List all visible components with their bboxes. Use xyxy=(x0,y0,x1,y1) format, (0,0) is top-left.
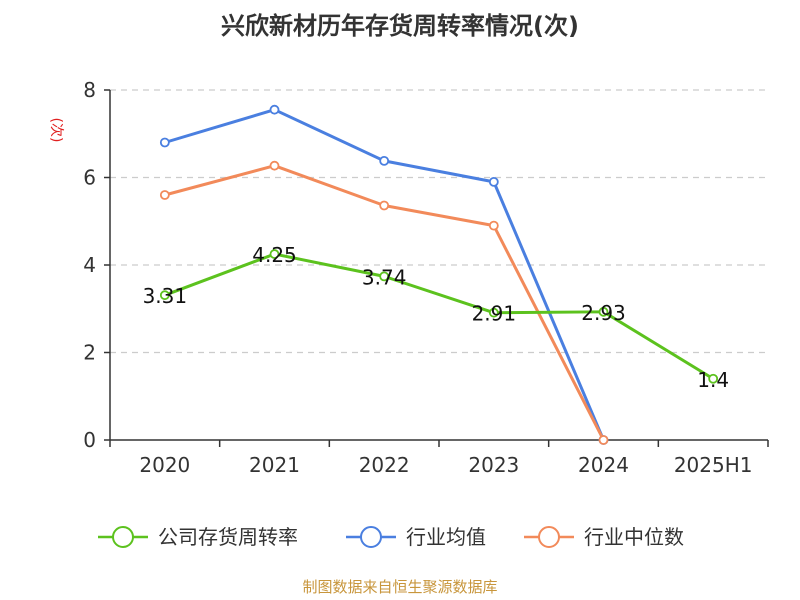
data-labels: 3.31 4.25 3.74 2.91 2.93 1.4 xyxy=(143,243,730,392)
y-tick-label: 2 xyxy=(83,341,96,365)
y-tick-label: 0 xyxy=(83,428,96,452)
data-label: 2.93 xyxy=(581,301,626,325)
data-point xyxy=(598,435,609,445)
data-point xyxy=(379,200,390,211)
series-2 xyxy=(159,160,609,445)
x-tick-label: 2025H1 xyxy=(674,453,753,477)
data-point xyxy=(379,271,390,282)
axes: 0 2 4 6 8 2020 2021 2022 2023 2024 2025H1 xyxy=(83,78,769,477)
y-axis-label: (次) xyxy=(48,118,64,143)
data-point xyxy=(488,176,499,187)
x-tick-label: 2021 xyxy=(249,453,300,477)
data-point xyxy=(159,190,170,200)
legend-label: 行业均值 xyxy=(406,525,486,549)
data-point xyxy=(488,307,499,318)
data-label: 3.74 xyxy=(362,265,407,289)
data-point xyxy=(598,306,609,317)
y-tick-label: 6 xyxy=(83,166,96,190)
data-point xyxy=(488,220,499,231)
data-label: 3.31 xyxy=(143,284,188,308)
series-line xyxy=(164,252,714,381)
legend-item-2: 行业中位数 xyxy=(524,525,684,549)
legend: 公司存货周转率 行业均值 行业中位数 xyxy=(98,525,684,549)
data-point xyxy=(269,104,280,115)
data-point xyxy=(708,373,719,384)
chart-title: 兴欣新材历年存货周转率情况(次) xyxy=(221,12,579,40)
y-tick-label: 4 xyxy=(83,253,96,277)
data-label: 4.25 xyxy=(252,243,297,267)
x-tick-label: 2023 xyxy=(468,453,519,477)
x-tick-label: 2024 xyxy=(578,453,629,477)
data-point xyxy=(269,160,280,171)
series-0 xyxy=(159,249,719,384)
data-point xyxy=(159,290,170,301)
x-tick-label: 2020 xyxy=(139,453,190,477)
legend-item-1: 行业均值 xyxy=(346,525,486,549)
source-note: 制图数据来自恒生聚源数据库 xyxy=(302,578,497,596)
legend-marker xyxy=(538,526,560,548)
legend-marker xyxy=(360,526,382,548)
legend-label: 公司存货周转率 xyxy=(158,525,298,549)
legend-marker xyxy=(112,526,134,548)
data-point xyxy=(269,249,280,259)
x-tick-label: 2022 xyxy=(359,453,410,477)
data-point xyxy=(379,155,390,166)
data-label: 2.91 xyxy=(472,302,517,326)
data-label: 1.4 xyxy=(697,368,729,392)
y-tick-label: 8 xyxy=(83,78,96,102)
legend-label: 行业中位数 xyxy=(584,525,684,549)
legend-item-0: 公司存货周转率 xyxy=(98,525,298,549)
data-point xyxy=(159,137,170,148)
series-layer xyxy=(159,104,719,445)
